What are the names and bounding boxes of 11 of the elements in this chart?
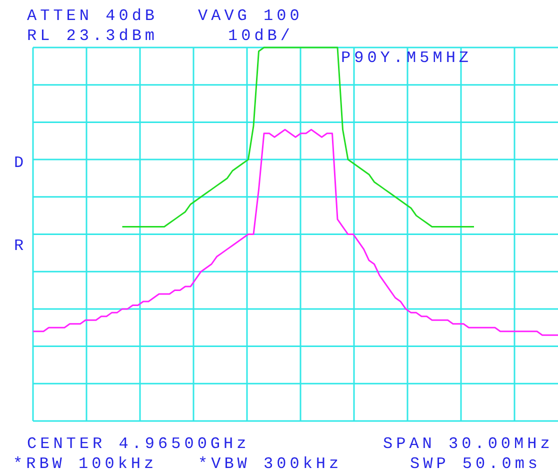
text: SPAN 30.00MHz bbox=[383, 435, 554, 453]
text: 10dB/ bbox=[228, 27, 294, 45]
text: SWP 50.0ms bbox=[410, 455, 542, 472]
text: VAVG 100 bbox=[198, 7, 303, 25]
text: *RBW 100kHz bbox=[13, 455, 158, 472]
text: D bbox=[14, 154, 28, 172]
text: R bbox=[14, 237, 28, 255]
text: *VBW 300kHz bbox=[198, 455, 342, 472]
text: RL 23.3dBm bbox=[27, 27, 158, 45]
text: ATTEN 40dB bbox=[27, 7, 158, 25]
text: CENTER 4.96500GHz bbox=[27, 435, 250, 453]
